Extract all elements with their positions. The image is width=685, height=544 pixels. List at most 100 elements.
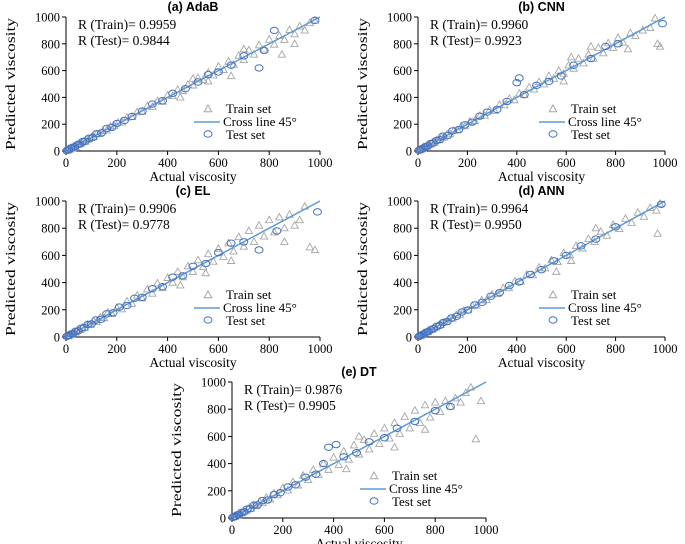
train-point <box>354 431 364 440</box>
chart-title: (e) DT <box>341 365 377 379</box>
train-point <box>178 272 188 281</box>
train-point <box>163 273 172 281</box>
y-axis-label: Predicted viscosity <box>169 383 184 517</box>
train-point <box>175 92 185 101</box>
train-point <box>591 223 601 232</box>
train-point <box>310 15 320 24</box>
train-point <box>598 48 608 57</box>
test-point <box>86 320 96 328</box>
train-point <box>608 220 618 228</box>
test-point <box>438 318 448 327</box>
test-point <box>257 496 267 505</box>
train-point <box>645 22 655 31</box>
train-point <box>201 268 211 277</box>
train-point <box>310 245 320 254</box>
test-point <box>410 417 420 426</box>
test-point <box>467 118 477 126</box>
train-point <box>249 49 259 58</box>
train-point <box>349 440 359 449</box>
x-tick-label: 400 <box>507 342 526 356</box>
train-point <box>395 428 405 437</box>
chart-panel: (b) CNN 0 200 400 600 800 1000 0 200 400 600 800 100… <box>355 0 678 184</box>
test-point <box>97 129 107 137</box>
train-point <box>188 266 198 275</box>
legend-train-label: Train set <box>392 468 438 483</box>
train-point <box>374 439 384 447</box>
y-tick-label: 0 <box>220 512 226 526</box>
test-point <box>591 235 601 243</box>
x-tick-label: 600 <box>375 523 394 537</box>
test-point <box>318 459 328 468</box>
legend-train-icon <box>203 289 213 299</box>
train-point <box>295 21 305 30</box>
x-axis-label: Actual viscosity <box>149 355 237 370</box>
chart-title: (a) AdaB <box>168 0 219 14</box>
x-tick-label: 600 <box>557 156 576 170</box>
train-point <box>385 433 394 442</box>
train-point <box>188 73 198 82</box>
x-axis-label: Actual viscosity <box>498 169 586 184</box>
train-point <box>354 449 364 458</box>
train-point <box>639 211 649 220</box>
y-tick-label: 1000 <box>201 376 226 390</box>
test-point <box>107 123 117 132</box>
test-point <box>188 262 198 270</box>
test-point <box>203 70 213 79</box>
chart-title: (c) EL <box>176 184 211 198</box>
train-point <box>410 405 420 414</box>
test-point <box>611 223 621 231</box>
train-point <box>627 218 637 226</box>
test-point <box>102 124 112 133</box>
chart-panel: (e) DT 0 200 400 600 800 1000 0 200 400 600 800 1000… <box>169 365 499 544</box>
test-point <box>213 68 223 76</box>
test-point <box>249 501 259 509</box>
x-tick-label: 600 <box>209 342 228 356</box>
r-test-annotation: R (Test)= 0.9950 <box>430 217 522 232</box>
test-point <box>254 246 264 254</box>
test-point <box>259 46 269 55</box>
r-train-annotation: R (Train)= 0.9960 <box>430 17 528 32</box>
train-point <box>390 418 399 426</box>
test-point <box>331 440 341 449</box>
train-point <box>203 76 213 85</box>
train-point <box>614 224 624 232</box>
x-tick-label: 1000 <box>653 342 678 356</box>
train-point <box>290 29 299 38</box>
train-point <box>364 444 374 453</box>
x-tick-label: 1000 <box>474 523 499 537</box>
train-point <box>584 234 593 242</box>
test-point <box>180 84 190 93</box>
train-point <box>132 107 142 116</box>
cross-line-45 <box>417 16 666 152</box>
test-point <box>242 505 252 513</box>
x-axis-label: Actual viscosity <box>498 355 586 370</box>
train-point <box>290 220 299 229</box>
test-point <box>486 292 496 300</box>
train-point <box>430 397 440 406</box>
y-tick-label: 400 <box>41 276 60 290</box>
x-tick-label: 800 <box>606 156 625 170</box>
train-point <box>465 116 475 125</box>
train-point <box>584 49 593 58</box>
train-point <box>203 249 213 258</box>
x-tick-label: 400 <box>158 156 177 170</box>
y-tick-label: 200 <box>393 118 412 132</box>
y-tick-label: 0 <box>406 331 412 345</box>
train-point <box>239 44 249 53</box>
test-point <box>275 489 285 497</box>
train-point <box>264 215 274 224</box>
train-point <box>254 220 264 229</box>
test-point <box>525 270 535 279</box>
test-point <box>532 81 542 90</box>
y-tick-label: 800 <box>41 37 60 51</box>
legend-test-label: Test set <box>571 313 611 328</box>
test-point <box>658 20 668 28</box>
legend-line-label: Cross line 45° <box>568 114 642 129</box>
train-point <box>623 44 633 53</box>
test-point <box>112 119 122 128</box>
test-point <box>272 227 282 235</box>
train-point <box>280 237 289 245</box>
test-point <box>147 285 157 293</box>
test-point <box>492 105 502 114</box>
